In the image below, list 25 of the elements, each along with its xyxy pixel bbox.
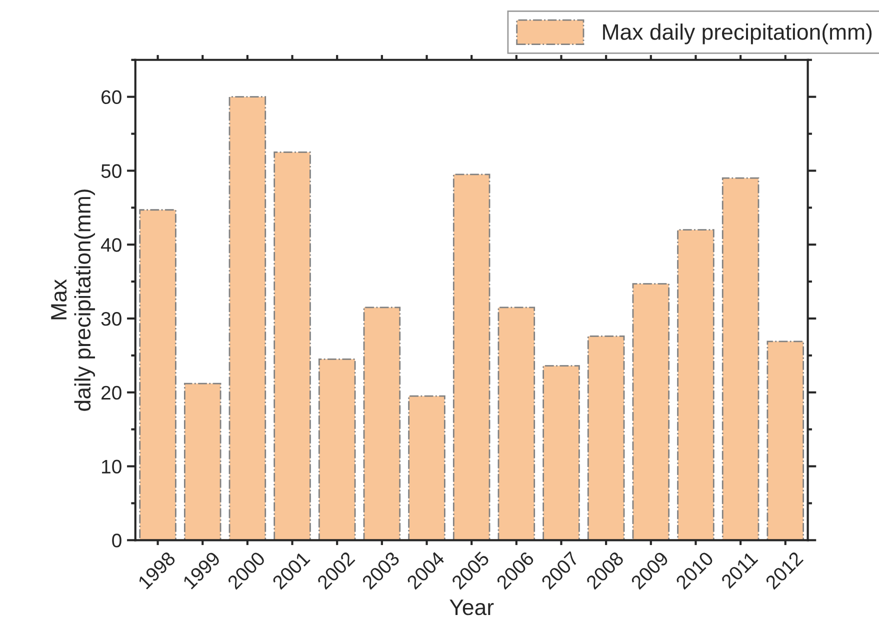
bar xyxy=(408,395,446,540)
bar xyxy=(587,336,625,540)
y-tick-label: 50 xyxy=(101,164,122,178)
bar xyxy=(184,382,222,540)
y-tick-label: 40 xyxy=(100,238,122,252)
x-axis-title: Year xyxy=(450,600,494,616)
bar xyxy=(228,96,266,540)
y-axis-title: Max daily precipitation(mm) xyxy=(51,190,95,411)
bar xyxy=(677,229,714,540)
bar xyxy=(722,177,760,540)
bar xyxy=(139,209,176,540)
bar xyxy=(498,306,536,540)
y-tick-label: 60 xyxy=(102,90,122,104)
bar xyxy=(274,152,311,540)
y-tick-label: 0 xyxy=(112,534,122,548)
bar xyxy=(363,306,401,540)
bar xyxy=(632,283,670,540)
y-tick-label: 30 xyxy=(101,312,122,326)
bar xyxy=(542,365,580,540)
bar xyxy=(452,174,490,540)
bar xyxy=(766,340,804,540)
y-tick-label: 20 xyxy=(102,386,122,400)
y-tick-label: 10 xyxy=(102,460,122,474)
legend-label: Max daily precipitation(mm) xyxy=(603,24,872,44)
bar xyxy=(318,358,356,540)
